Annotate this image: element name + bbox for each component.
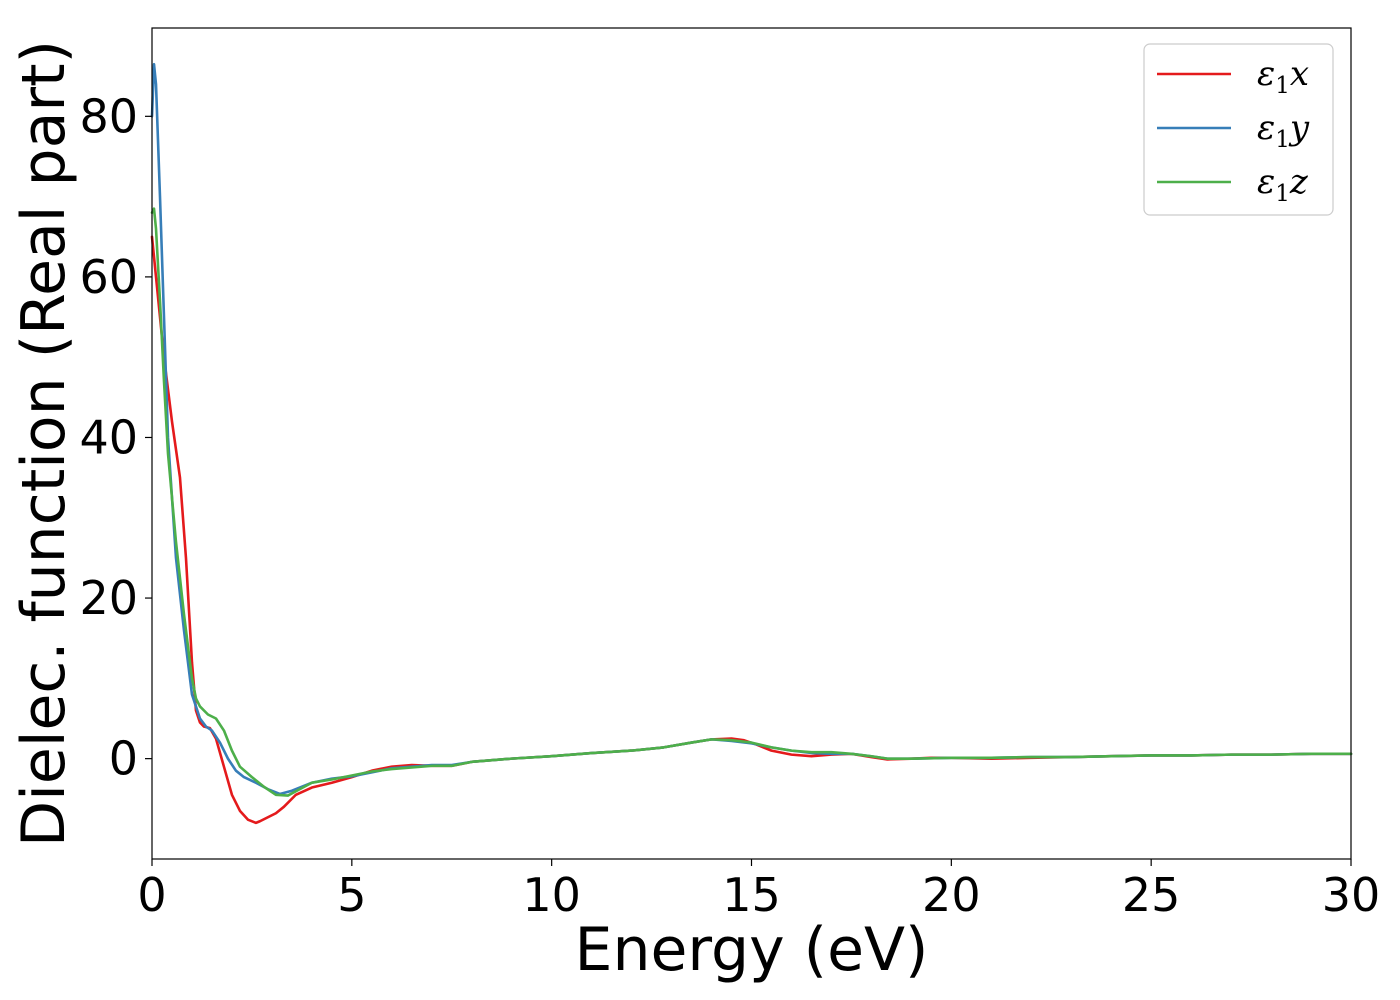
legend-label-x: ε1x bbox=[1257, 54, 1309, 99]
y-axis-title: Dielec. function (Real part) bbox=[9, 40, 79, 847]
legend-symbol: ε bbox=[1257, 108, 1275, 148]
x-axis: 0 5 10 15 20 25 30 bbox=[137, 859, 1380, 922]
legend-symbol: ε bbox=[1257, 54, 1275, 94]
y-tick-label: 80 bbox=[79, 89, 138, 143]
x-tick-label: 0 bbox=[137, 868, 166, 922]
legend-component: x bbox=[1290, 54, 1309, 94]
x-tick-label: 20 bbox=[922, 868, 981, 922]
legend-subscript: 1 bbox=[1275, 181, 1290, 207]
legend-label-y: ε1y bbox=[1257, 108, 1310, 153]
x-tick-label: 30 bbox=[1322, 868, 1381, 922]
y-axis: 0 20 40 60 80 bbox=[79, 89, 152, 786]
legend-subscript: 1 bbox=[1275, 73, 1290, 99]
series-layer bbox=[150, 62, 1353, 825]
x-tick-label: 10 bbox=[522, 868, 581, 922]
legend-component: z bbox=[1289, 162, 1309, 202]
legend-label-z: ε1z bbox=[1257, 162, 1309, 207]
y-tick-label: 0 bbox=[109, 732, 138, 786]
legend-component: y bbox=[1288, 108, 1310, 148]
legend-box bbox=[1143, 43, 1334, 216]
y-tick-label: 20 bbox=[79, 571, 138, 625]
series-line-z bbox=[150, 207, 1353, 797]
x-tick-label: 15 bbox=[722, 868, 781, 922]
legend-symbol: ε bbox=[1257, 162, 1275, 202]
y-tick-label: 60 bbox=[79, 250, 138, 304]
x-tick-label: 5 bbox=[337, 868, 366, 922]
x-axis-title: Energy (eV) bbox=[575, 915, 929, 985]
legend-subscript: 1 bbox=[1275, 127, 1290, 153]
y-tick-label: 40 bbox=[79, 410, 138, 464]
x-tick-label: 25 bbox=[1122, 868, 1181, 922]
